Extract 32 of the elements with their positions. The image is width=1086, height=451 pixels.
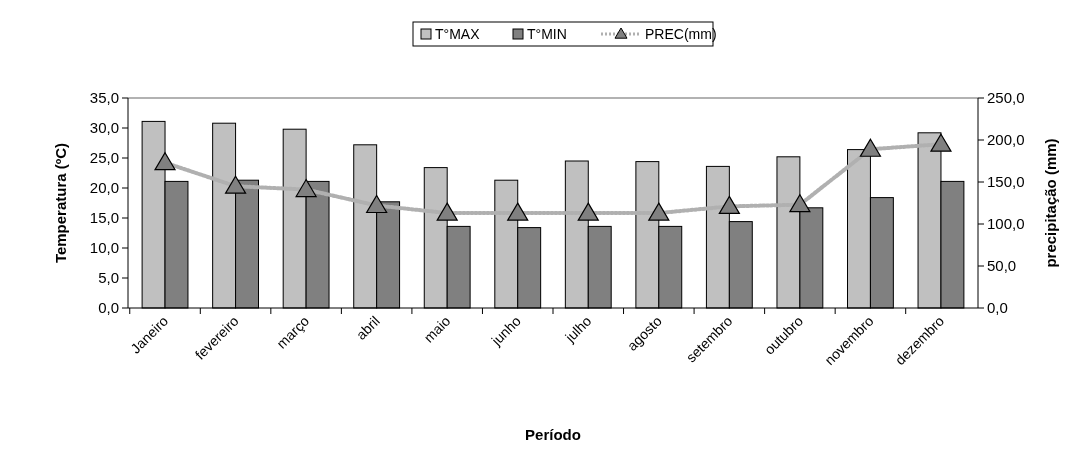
y-tick-label: 35,0 <box>89 89 119 106</box>
y-tick-label: 15,0 <box>89 209 119 226</box>
legend-label: T°MAX <box>435 26 481 42</box>
y-tick-label: 5,0 <box>98 269 119 286</box>
point <box>718 195 740 214</box>
y2-tick-label: 50,0 <box>987 257 1017 274</box>
point <box>789 194 811 213</box>
point <box>224 175 247 194</box>
point <box>859 138 882 157</box>
point <box>577 202 599 221</box>
y-axis-title: Temperatura (ºC) <box>52 142 69 264</box>
point <box>366 194 388 214</box>
point <box>154 152 176 171</box>
point <box>930 133 952 152</box>
y2-tick-label: 150,0 <box>987 173 1025 190</box>
y2-axis-title: precipitação (mm) <box>1042 138 1059 268</box>
point <box>648 202 670 221</box>
y2-tick-label: 100,0 <box>987 215 1025 232</box>
x-axis-title: Período <box>525 426 581 443</box>
y-tick-label: 10,0 <box>89 239 119 256</box>
y2-tick-label: 200,0 <box>987 131 1025 148</box>
y-tick-label: 30,0 <box>89 119 119 136</box>
y2-tick-label: 0,0 <box>987 299 1008 316</box>
y2-tick-label: 250,0 <box>987 89 1025 106</box>
point <box>507 202 529 221</box>
point <box>295 178 317 198</box>
legend-label: T°MIN <box>527 26 567 42</box>
y-tick-label: 0,0 <box>98 299 119 316</box>
legend-label: PREC(mm) <box>645 26 717 42</box>
point <box>436 202 458 221</box>
y-tick-label: 25,0 <box>89 149 119 166</box>
y-tick-label: 20,0 <box>89 179 119 196</box>
